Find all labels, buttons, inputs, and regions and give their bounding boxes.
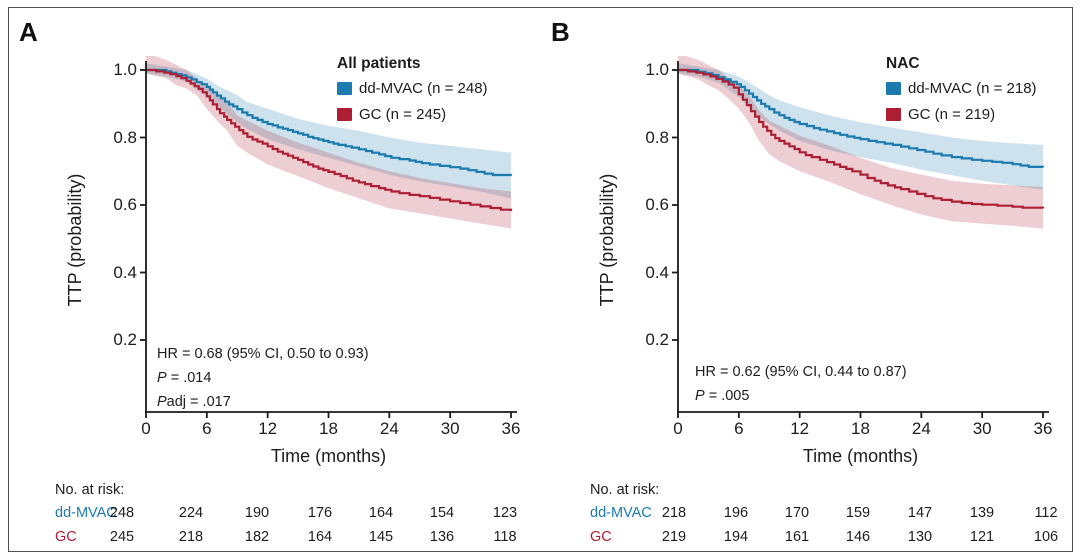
legend-label: GC (n = 219)	[908, 105, 996, 123]
risk-count: 224	[178, 505, 204, 521]
risk-count: 190	[244, 505, 270, 521]
legend: NAC dd-MVAC (n = 218) GC (n = 219)	[886, 55, 1037, 132]
y-tick-label: 0.8	[113, 127, 137, 147]
legend-swatch-gc	[886, 107, 901, 121]
risk-count: 196	[723, 505, 749, 521]
risk-row-label-gc: GC	[590, 529, 612, 545]
panel-label: B	[551, 17, 570, 47]
panel-a: A TTP (probability) Time (months) All pa…	[9, 7, 541, 552]
x-tick-label: 6	[202, 419, 212, 438]
panel-label: A	[19, 17, 38, 47]
risk-table-header: No. at risk:	[55, 482, 125, 498]
x-tick-label: 12	[258, 419, 278, 438]
risk-count: 121	[969, 529, 995, 545]
risk-row-label-dd-mvac: dd-MVAC	[590, 505, 652, 521]
panel-b: B TTP (probability) Time (months) NAC dd…	[541, 7, 1073, 552]
y-tick-label: 0.4	[113, 262, 137, 282]
y-tick-label: 1.0	[645, 60, 669, 79]
x-tick-label: 24	[911, 419, 931, 438]
legend-item: dd-MVAC (n = 248)	[337, 79, 488, 97]
x-tick-label: 36	[501, 419, 521, 438]
y-axis-label: TTP (probability)	[65, 173, 85, 307]
risk-count: 118	[493, 529, 517, 545]
risk-count: 106	[1033, 529, 1059, 545]
risk-row-label-gc: GC	[55, 529, 77, 545]
x-tick-label: 36	[1033, 419, 1053, 438]
x-tick-label: 30	[972, 419, 992, 438]
x-axis-label: Time (months)	[270, 446, 387, 466]
risk-count: 219	[661, 529, 687, 545]
risk-count: 218	[661, 505, 687, 521]
risk-count: 170	[784, 505, 810, 521]
p-value-text: P = .005	[695, 388, 750, 404]
risk-count: 248	[109, 505, 135, 521]
y-tick-label: 0.2	[113, 330, 137, 349]
risk-count: 164	[307, 529, 333, 545]
legend-swatch-dd-mvac	[337, 81, 352, 95]
risk-count: 147	[907, 505, 933, 521]
legend-title: All patients	[337, 55, 421, 72]
x-tick-label: 18	[851, 419, 870, 438]
risk-table-header: No. at risk:	[590, 482, 660, 498]
risk-count: 112	[1034, 505, 1058, 521]
risk-count: 194	[723, 529, 749, 545]
risk-count: 164	[368, 505, 394, 521]
legend-swatch-dd-mvac	[886, 81, 901, 95]
y-axis-label: TTP (probability)	[597, 173, 617, 307]
risk-count: 159	[845, 505, 871, 521]
p-adj-text: Padj = .017	[157, 394, 231, 410]
y-tick-label: 0.6	[645, 195, 669, 214]
risk-count: 176	[307, 505, 333, 521]
risk-count: 182	[244, 529, 270, 545]
risk-count: 146	[845, 529, 871, 545]
risk-count: 218	[178, 529, 204, 545]
x-tick-label: 0	[673, 419, 683, 438]
y-tick-label: 0.2	[645, 330, 669, 349]
figure-border	[8, 7, 1073, 552]
risk-count: 130	[907, 529, 933, 545]
hr-text: HR = 0.68 (95% CI, 0.50 to 0.93)	[157, 346, 369, 362]
risk-row-label-dd-mvac: dd-MVAC	[55, 505, 117, 521]
hr-text: HR = 0.62 (95% CI, 0.44 to 0.87)	[695, 364, 907, 380]
legend-item: GC (n = 219)	[886, 105, 1037, 123]
legend-item: dd-MVAC (n = 218)	[886, 79, 1037, 97]
y-tick-label: 0.8	[645, 127, 669, 147]
x-tick-label: 0	[141, 419, 151, 438]
x-tick-label: 12	[790, 419, 810, 438]
p-value-text: P = .014	[157, 370, 212, 386]
legend-label: GC (n = 245)	[359, 105, 447, 123]
km-plot-all-patients	[140, 56, 517, 418]
x-tick-label: 24	[379, 419, 399, 438]
x-tick-label: 6	[734, 419, 744, 438]
legend: All patients dd-MVAC (n = 248) GC (n = 2…	[337, 55, 488, 132]
x-tick-label: 18	[319, 419, 338, 438]
risk-count: 245	[109, 529, 135, 545]
risk-count: 139	[969, 505, 995, 521]
legend-label: dd-MVAC (n = 218)	[908, 79, 1037, 97]
y-tick-label: 0.6	[113, 195, 137, 214]
y-tick-label: 0.4	[645, 262, 669, 282]
risk-count: 145	[368, 529, 394, 545]
risk-count: 161	[784, 529, 810, 545]
legend-swatch-gc	[337, 107, 352, 121]
km-plot-nac	[672, 56, 1049, 418]
legend-item: GC (n = 245)	[337, 105, 488, 123]
risk-count: 136	[429, 529, 455, 545]
risk-count: 154	[429, 505, 455, 521]
y-tick-label: 1.0	[113, 60, 137, 79]
x-axis-label: Time (months)	[802, 446, 919, 466]
legend-title: NAC	[886, 55, 920, 72]
risk-count: 123	[492, 505, 518, 521]
legend-label: dd-MVAC (n = 248)	[359, 79, 488, 97]
x-tick-label: 30	[440, 419, 460, 438]
